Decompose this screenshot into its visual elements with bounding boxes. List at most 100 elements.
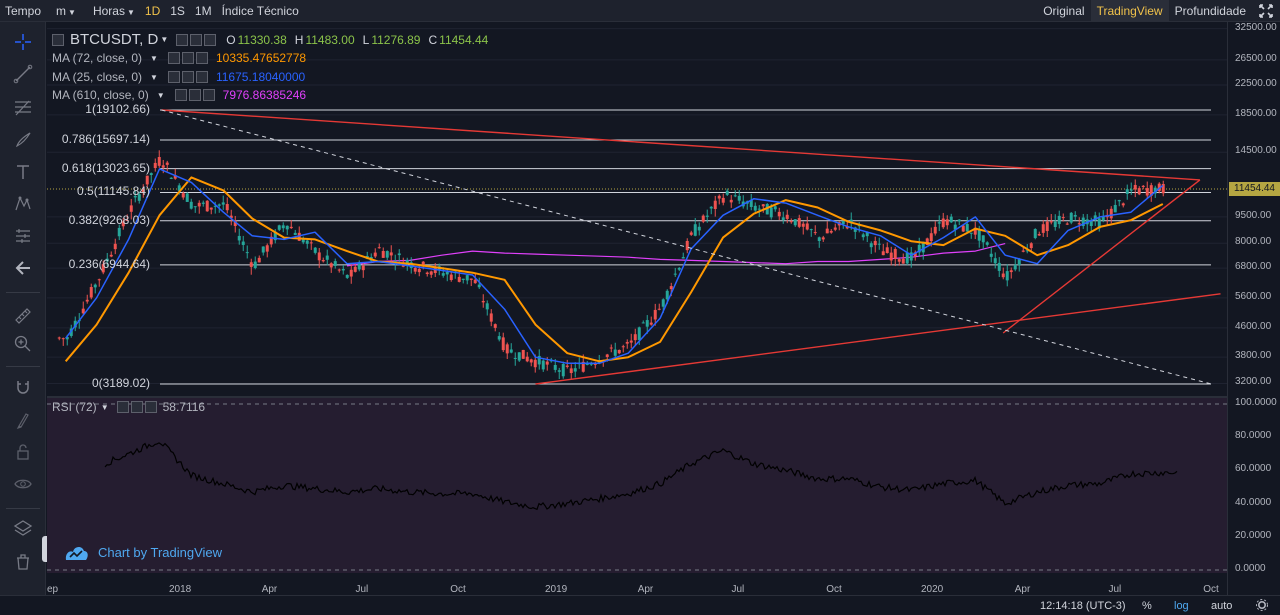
candle-body (633, 334, 637, 341)
settings-icon[interactable] (167, 71, 180, 83)
visibility-icon[interactable] (181, 71, 194, 83)
back-arrow-icon[interactable] (11, 256, 35, 280)
chevron-down-icon[interactable]: ▼ (150, 53, 158, 63)
candle-body (1117, 200, 1121, 202)
candle-body (565, 365, 569, 367)
interval-1m-button[interactable]: 1M (194, 3, 212, 18)
watermark-text: Chart by TradingView (98, 544, 223, 560)
candle-body (541, 360, 545, 370)
candle-body (617, 349, 621, 354)
visibility-icon[interactable] (130, 401, 143, 413)
auto-scale-button[interactable]: auto (1211, 600, 1233, 612)
candle-body (101, 264, 105, 273)
chevron-down-icon[interactable]: ▼ (150, 72, 158, 82)
trash-icon[interactable] (11, 550, 35, 574)
sidebar-collapse-handle[interactable] (42, 536, 50, 562)
candle-body (405, 260, 409, 264)
close-icon[interactable] (144, 401, 157, 413)
close-icon[interactable] (195, 71, 208, 83)
candle-body (653, 309, 657, 320)
text-tool-icon[interactable] (11, 160, 35, 184)
clock[interactable]: 12:14:18 (UTC-3) (1040, 600, 1126, 612)
candle-body (473, 279, 477, 284)
candle-body (665, 290, 669, 300)
candle-body (589, 363, 593, 365)
candle-body (277, 225, 281, 230)
layers-icon[interactable] (11, 516, 35, 540)
chevron-down-icon[interactable]: ▼ (160, 35, 169, 44)
trend-line-icon[interactable] (11, 62, 35, 86)
magnet-icon[interactable] (11, 376, 35, 400)
candle-body (893, 249, 897, 259)
lock-icon[interactable] (11, 440, 35, 464)
interval-unit-select[interactable]: m ▼ (46, 0, 88, 22)
candle-body (329, 263, 333, 268)
candle-body (137, 194, 141, 201)
original-chart-button[interactable]: Original (1043, 4, 1085, 18)
rsi-label[interactable]: RSI (72) (52, 400, 97, 414)
chevron-down-icon[interactable]: ▼ (156, 90, 165, 100)
interval-1d-button[interactable]: 1D (144, 3, 161, 18)
settings-icon[interactable] (116, 401, 129, 413)
settings-gear-icon[interactable] (1256, 599, 1268, 614)
candle-body (1073, 214, 1077, 217)
settings-icon[interactable] (167, 52, 180, 64)
candle-body (957, 219, 961, 222)
zoom-in-icon[interactable] (11, 332, 35, 356)
depth-chart-button[interactable]: Profundidade (1174, 4, 1246, 18)
horas-select[interactable]: Horas ▼ (88, 0, 140, 22)
stay-drawing-mode-icon[interactable] (11, 408, 35, 432)
settings-icon[interactable] (174, 89, 187, 101)
brush-icon[interactable] (11, 128, 35, 152)
pattern-tool-icon[interactable] (11, 192, 35, 216)
candle-body (1093, 215, 1097, 221)
time-axis-tick: Apr (637, 584, 654, 595)
interval-1s-button[interactable]: 1S (170, 3, 185, 18)
candle-body (461, 278, 465, 280)
close-icon[interactable] (202, 89, 215, 101)
candle-body (1029, 243, 1033, 249)
chevron-down-icon[interactable]: ▼ (100, 402, 109, 412)
candle-body (533, 359, 537, 368)
prediction-tool-icon[interactable] (11, 224, 35, 248)
percent-scale-button[interactable]: % (1142, 600, 1152, 612)
fib-retracement-icon[interactable] (11, 96, 35, 120)
ma25-label[interactable]: MA (25, close, 0) (52, 70, 143, 84)
indicators-button[interactable]: Índice Técnico (221, 3, 299, 18)
log-scale-button[interactable]: log (1174, 600, 1189, 612)
collapse-legend-icon[interactable] (52, 33, 64, 46)
candle-body (733, 195, 737, 197)
ma25-legend: MA (25, close, 0) ▼ 11675.18040000 (52, 70, 305, 84)
candle-body (525, 356, 529, 362)
tradingview-chart-button[interactable]: TradingView (1090, 0, 1169, 22)
ma610-label[interactable]: MA (610, close, 0) (52, 88, 149, 102)
candle-body (513, 357, 517, 359)
candle-body (477, 284, 481, 288)
candle-body (669, 286, 673, 290)
candle-body (337, 269, 341, 271)
candle-body (605, 354, 609, 357)
close-icon[interactable] (195, 52, 208, 64)
candle-body (937, 222, 941, 224)
chart-area[interactable] (47, 22, 1227, 595)
symbol-title[interactable]: BTCUSDT, D (70, 31, 159, 48)
visibility-icon[interactable] (181, 52, 194, 64)
crosshair-icon[interactable] (11, 30, 35, 54)
visibility-icon[interactable] (190, 33, 203, 46)
rsi-axis-tick: 60.0000 (1235, 463, 1272, 475)
price-axis[interactable] (1227, 22, 1280, 595)
candle-body (481, 300, 485, 303)
eye-icon[interactable] (11, 472, 35, 496)
tradingview-watermark[interactable]: Chart by TradingView (64, 543, 222, 561)
visibility-icon[interactable] (188, 89, 201, 101)
ma72-label[interactable]: MA (72, close, 0) (52, 51, 143, 65)
candle-body (349, 269, 353, 277)
ruler-icon[interactable] (11, 304, 35, 328)
fullscreen-icon[interactable] (1252, 0, 1280, 22)
candle-body (945, 219, 949, 226)
settings-icon[interactable] (176, 33, 189, 46)
time-axis-tick: Jul (731, 584, 745, 595)
price-chart[interactable] (47, 22, 1227, 595)
candle-body (249, 262, 253, 267)
close-icon[interactable] (204, 33, 217, 46)
